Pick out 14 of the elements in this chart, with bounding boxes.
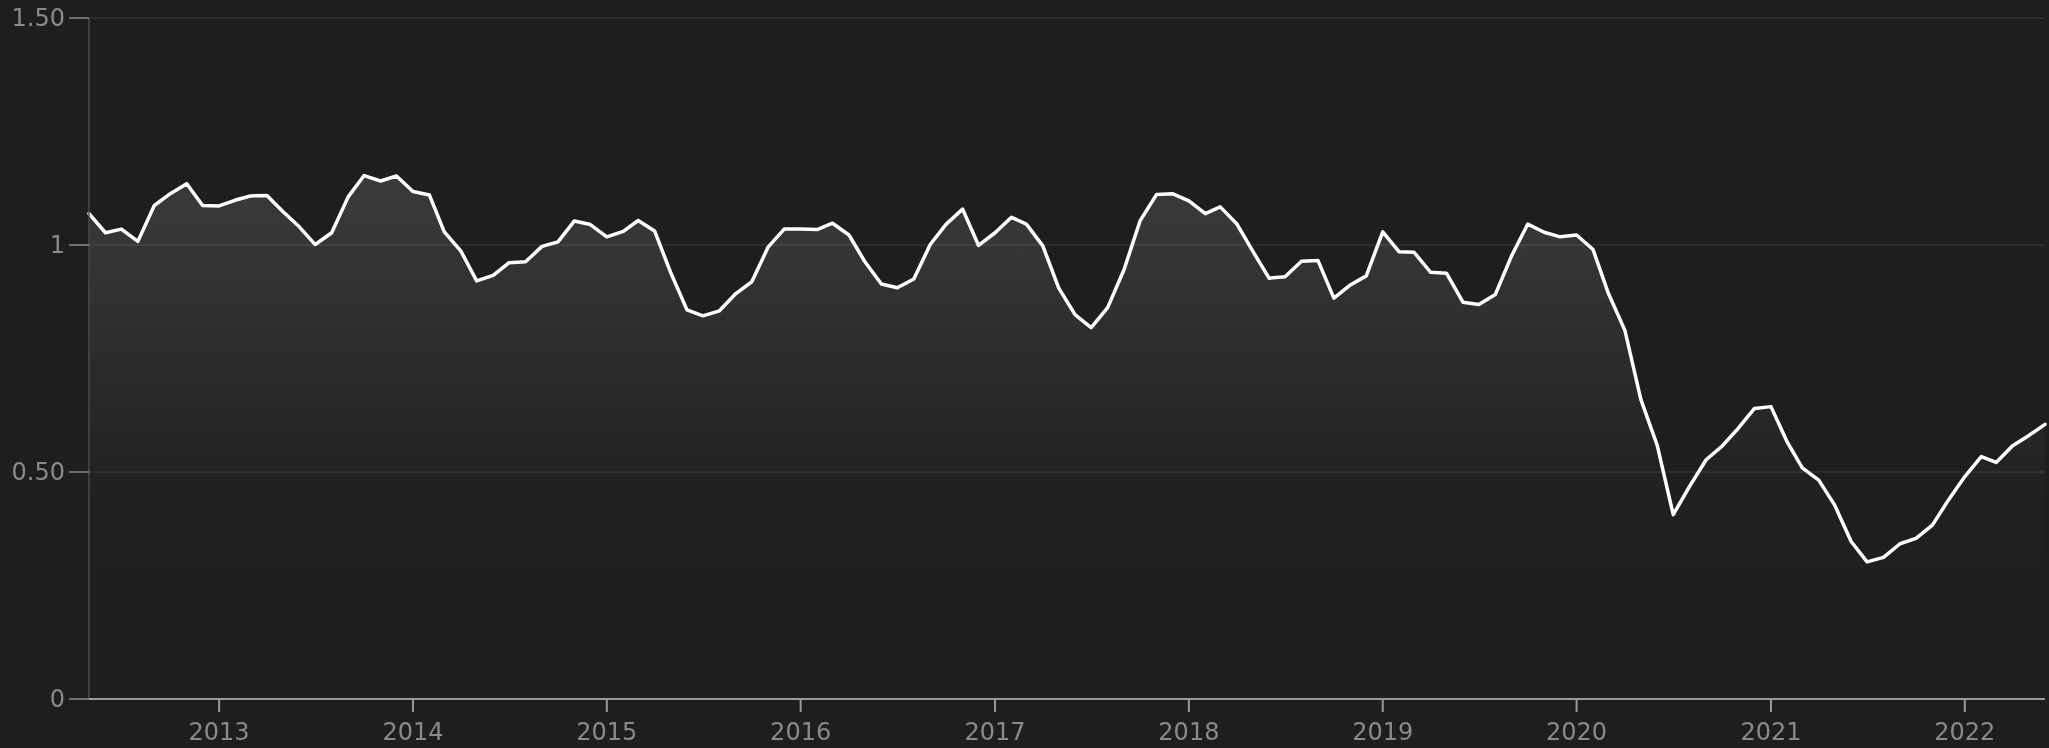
y-tick-label: 1 bbox=[49, 231, 65, 260]
x-tick-label: 2016 bbox=[770, 718, 832, 746]
y-tick-label: 1.50 bbox=[11, 4, 65, 33]
x-tick-label: 2017 bbox=[964, 718, 1026, 746]
x-tick-label: 2014 bbox=[382, 718, 444, 746]
x-tick-label: 2018 bbox=[1158, 718, 1220, 746]
y-tick-label: 0.50 bbox=[11, 458, 65, 487]
x-tick-label: 2021 bbox=[1740, 718, 1802, 746]
x-tick-label: 2015 bbox=[576, 718, 638, 746]
x-tick-label: 2022 bbox=[1934, 718, 1996, 746]
x-tick-label: 2019 bbox=[1352, 718, 1414, 746]
x-tick-label: 2020 bbox=[1546, 718, 1608, 746]
y-tick-label: 0 bbox=[49, 685, 65, 714]
x-tick-label: 2013 bbox=[188, 718, 250, 746]
